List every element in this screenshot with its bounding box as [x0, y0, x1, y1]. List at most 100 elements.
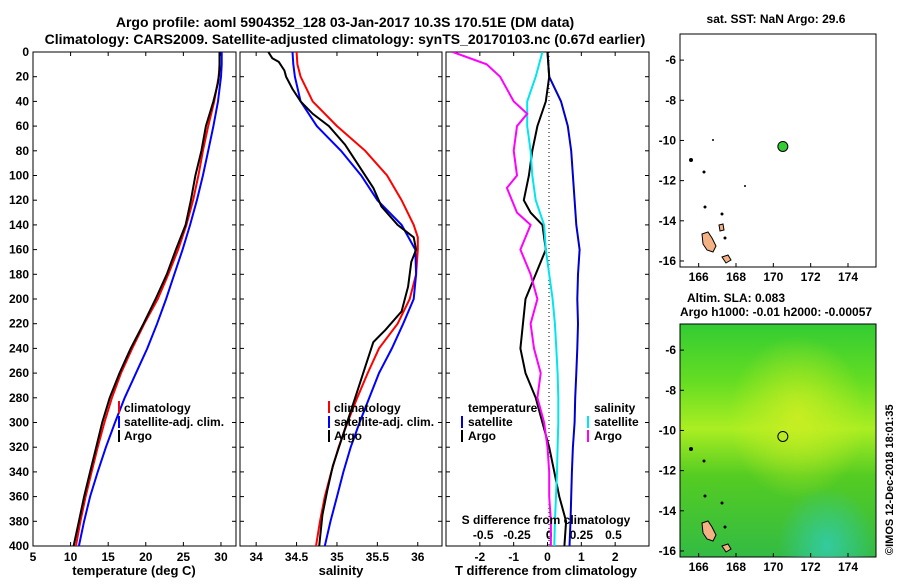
difference-ticks: -2 -1 0 1 2 -0.5 -0.25 0 0.25 0.5 — [473, 52, 622, 564]
lat-tick-label: -14 — [659, 214, 677, 228]
sst-map: sat. SST: NaN Argo: 29.6 166 168 170 172 174… — [659, 12, 877, 284]
island-malekula — [718, 223, 725, 232]
sla-map-ticks: 166 168 170 172 174 -6 -8 -10 -12 -14 -16 — [659, 343, 859, 574]
legend-label-argo: Argo — [124, 429, 152, 443]
depth-tick-label: 80 — [16, 144, 30, 158]
legend-label-t-satellite: satellite — [468, 415, 513, 429]
series-line-satellite-adj-clim- — [291, 52, 418, 546]
lat-tick-label: -16 — [659, 254, 677, 268]
legend-label-s-satellite: satellite — [594, 415, 639, 429]
depth-tick-label: 160 — [9, 243, 29, 257]
sst-map-frame — [679, 33, 877, 268]
s-diff-tick-label: 0.5 — [605, 528, 622, 542]
island-dot — [689, 158, 693, 162]
legend-label-s-argo: Argo — [594, 429, 622, 443]
argo-location-marker — [777, 140, 789, 152]
x-tick-label: 35.5 — [366, 550, 390, 564]
series-line-temperature-satellite — [546, 52, 581, 546]
x-tick-label: -2 — [474, 550, 485, 564]
difference-legend: temperature satellite Argo salinity sate… — [461, 401, 639, 443]
island-efate — [721, 254, 732, 264]
sst-map-ticks: 166 168 170 172 174 -6 -8 -10 -12 -14 -16 — [659, 53, 859, 284]
lat-tick-label: -14 — [659, 504, 677, 518]
depth-tick-label: 320 — [9, 440, 29, 454]
lat-tick-label: -12 — [659, 464, 677, 478]
island-dot — [703, 494, 707, 498]
lon-tick-label: 170 — [763, 560, 783, 574]
island-dot — [720, 212, 724, 216]
sst-land-islands — [689, 139, 746, 264]
lon-tick-label: 174 — [838, 270, 858, 284]
x-tick-label: 30 — [214, 550, 228, 564]
salinity-ticks: 34 34.5 35 35.5 36 — [249, 52, 425, 564]
legend-label-climatology: climatology — [124, 401, 191, 415]
sla-map-title1: Altim. SLA: 0.083 — [687, 291, 785, 305]
imos-credit: ©IMOS 12-Dec-2018 18:01:35 — [884, 404, 896, 555]
depth-tick-label: 20 — [16, 70, 30, 84]
temperature-axes-frame — [32, 51, 237, 547]
lat-tick-label: -10 — [659, 133, 677, 147]
lat-tick-label: -8 — [665, 93, 676, 107]
difference-top-xlabel: S difference from climatology — [462, 513, 631, 527]
salinity-xlabel: salinity — [319, 563, 365, 578]
s-diff-tick-label: 0 — [546, 528, 553, 542]
series-line-argo — [72, 52, 221, 546]
difference-xlabel: T difference from climatology — [455, 563, 638, 578]
depth-tick-label: 120 — [9, 193, 29, 207]
depth-tick-label: 380 — [9, 514, 29, 528]
sst-map-title: sat. SST: NaN Argo: 29.6 — [707, 12, 846, 26]
lon-tick-label: 170 — [763, 270, 783, 284]
sla-heatmap-low — [680, 324, 876, 557]
island-dot — [744, 185, 746, 187]
island-espiritu-santo — [701, 520, 717, 542]
legend-title-salinity: salinity — [594, 401, 636, 415]
sla-land-islands — [689, 447, 732, 553]
depth-tick-label: 260 — [9, 366, 29, 380]
depth-tick-label: 400 — [9, 539, 29, 553]
depth-tick-label: 40 — [16, 94, 30, 108]
x-tick-label: 34.5 — [285, 550, 309, 564]
x-tick-label: -1 — [508, 550, 519, 564]
lat-tick-label: -12 — [659, 174, 677, 188]
legend-label-t-argo: Argo — [468, 429, 496, 443]
x-tick-label: 5 — [30, 550, 37, 564]
lon-tick-label: 172 — [801, 270, 821, 284]
depth-tick-label: 180 — [9, 267, 29, 281]
depth-tick-label: 140 — [9, 218, 29, 232]
s-diff-tick-label: -0.25 — [503, 528, 531, 542]
depth-tick-label: 220 — [9, 317, 29, 331]
x-tick-label: 25 — [177, 550, 191, 564]
x-tick-label: 36 — [411, 550, 425, 564]
depth-tick-label: 240 — [9, 341, 29, 355]
lat-tick-label: -8 — [665, 383, 676, 397]
s-diff-tick-label: -0.5 — [473, 528, 494, 542]
x-tick-label: 34 — [249, 550, 263, 564]
x-tick-label: 20 — [139, 550, 153, 564]
sla-map: Altim. SLA: 0.083 Argo h1000: -0.01 h200… — [659, 291, 877, 574]
x-tick-label: 10 — [64, 550, 78, 564]
island-dot — [712, 139, 714, 141]
s-diff-tick-label: 0.25 — [570, 528, 594, 542]
depth-ticks: 0 20 40 60 80 100 120 140 160 180 200 220 240 260 280 3… — [9, 45, 236, 553]
lat-tick-label: -10 — [659, 423, 677, 437]
island-dot — [703, 205, 707, 209]
legend-title-temperature: temperature — [468, 401, 538, 415]
temperature-ticks: 5 10 15 20 25 30 — [30, 52, 228, 564]
lon-tick-label: 172 — [801, 560, 821, 574]
lon-tick-label: 166 — [689, 560, 709, 574]
lon-tick-label: 168 — [726, 270, 746, 284]
series-line-temperature-argo — [519, 52, 568, 546]
depth-tick-label: 200 — [9, 292, 29, 306]
island-dot — [723, 236, 727, 240]
depth-tick-label: 340 — [9, 465, 29, 479]
island-dot — [720, 501, 724, 505]
depth-tick-label: 0 — [22, 45, 29, 59]
temperature-panel: 0 20 40 60 80 100 120 140 160 180 200 220 240 260 280 3… — [9, 45, 237, 578]
island-espiritu-santo — [701, 231, 717, 253]
depth-tick-label: 300 — [9, 416, 29, 430]
legend-label-satellite: satellite-adj. clim. — [124, 415, 224, 429]
argo-location-marker — [777, 430, 789, 442]
depth-tick-label: 280 — [9, 391, 29, 405]
legend-label-satellite: satellite-adj. clim. — [334, 415, 434, 429]
lat-tick-label: -6 — [665, 53, 676, 67]
